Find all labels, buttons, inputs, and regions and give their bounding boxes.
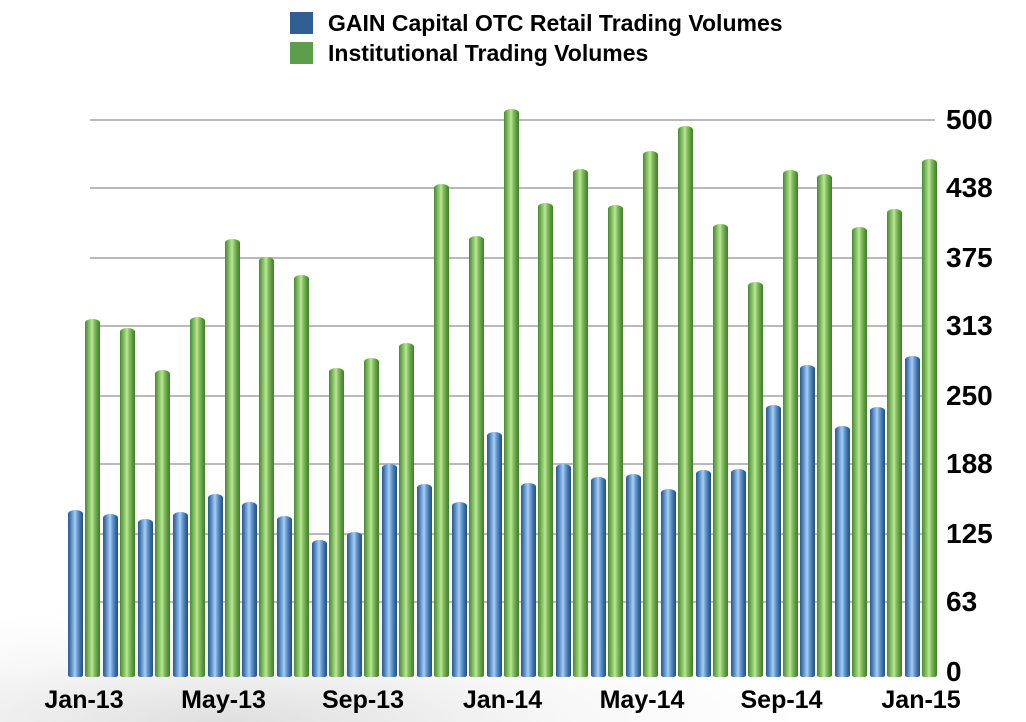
bar-retail-Dec-14 — [870, 407, 886, 677]
bar-institutional-Feb-14 — [538, 202, 554, 677]
bar-retail-Sep-13 — [347, 531, 362, 677]
chart-legend: GAIN Capital OTC Retail Trading Volumes … — [290, 8, 783, 68]
bar-institutional-May-14 — [643, 150, 658, 677]
legend-item-institutional: Institutional Trading Volumes — [290, 38, 783, 68]
bar-retail-Mar-14 — [556, 464, 572, 677]
bar-institutional-Jun-13 — [259, 256, 275, 677]
bar-institutional-Oct-13 — [398, 343, 414, 677]
bar-retail-Jul-14 — [695, 469, 711, 677]
bar-institutional-Mar-13 — [154, 369, 170, 677]
bar-institutional-Oct-14 — [817, 174, 833, 677]
bar-retail-Feb-14 — [521, 483, 537, 677]
bar-retail-Jan-14 — [486, 432, 502, 677]
x-axis-label-Jan-14: Jan-14 — [462, 686, 543, 714]
bar-institutional-Apr-14 — [608, 205, 624, 677]
bar-institutional-Mar-14 — [573, 168, 589, 677]
legend-label-retail: GAIN Capital OTC Retail Trading Volumes — [328, 9, 783, 36]
legend-swatch-institutional-icon — [290, 42, 313, 64]
x-axis-label-Jan-13: Jan-13 — [44, 686, 124, 714]
bar-retail-Mar-13 — [137, 518, 153, 677]
bar-institutional-Jan-14 — [503, 108, 519, 677]
bar-retail-Aug-13 — [312, 539, 328, 677]
y-axis-label-250: 250 — [946, 380, 993, 411]
bar-institutional-Jun-14 — [677, 125, 693, 677]
bar-retail-Dec-13 — [451, 501, 467, 677]
bar-institutional-May-13 — [224, 239, 240, 677]
bar-retail-Jan-13 — [68, 509, 83, 677]
bar-retail-May-13 — [207, 494, 223, 677]
bar-institutional-Nov-13 — [433, 184, 449, 677]
bar-retail-Jul-13 — [277, 516, 293, 677]
bar-retail-Jun-13 — [242, 501, 258, 677]
legend-label-institutional: Institutional Trading Volumes — [328, 39, 649, 66]
bar-retail-Aug-14 — [730, 468, 746, 677]
bar-retail-Nov-14 — [835, 425, 851, 677]
bar-retail-Feb-13 — [102, 514, 118, 677]
y-axis-label-188: 188 — [946, 448, 993, 480]
bar-retail-Oct-13 — [381, 464, 397, 677]
bar-institutional-Jan-15 — [922, 158, 937, 677]
y-axis-label-125: 125 — [946, 518, 993, 549]
bar-retail-Nov-13 — [416, 484, 432, 677]
bar-institutional-Dec-13 — [468, 235, 484, 677]
x-axis-label-Sep-14: Sep-14 — [740, 686, 823, 714]
bar-institutional-Jul-14 — [712, 223, 728, 677]
bar-institutional-Sep-14 — [782, 169, 798, 677]
bar-institutional-Apr-13 — [189, 316, 205, 677]
x-axis-label-Sep-13: Sep-13 — [322, 686, 404, 714]
x-axis-label-May-13: May-13 — [181, 686, 266, 714]
bar-institutional-Nov-14 — [852, 227, 868, 677]
y-axis-label-438: 438 — [946, 172, 993, 204]
bar-retail-Sep-14 — [765, 404, 781, 677]
x-axis-label-Jan-15: Jan-15 — [881, 686, 961, 714]
bar-institutional-Jul-13 — [294, 274, 310, 677]
y-axis-label-0: 0 — [946, 656, 962, 687]
bar-institutional-Aug-13 — [329, 368, 345, 677]
bar-retail-Apr-14 — [591, 476, 607, 677]
bar-retail-Oct-14 — [800, 365, 816, 677]
bar-institutional-Dec-14 — [887, 209, 903, 677]
bar-institutional-Jan-13 — [85, 318, 100, 677]
bar-retail-May-14 — [626, 474, 641, 677]
bar-retail-Jun-14 — [660, 488, 676, 677]
y-axis-label-63: 63 — [946, 586, 978, 618]
y-axis-label-500: 500 — [946, 104, 993, 135]
bar-institutional-Sep-13 — [364, 358, 379, 677]
legend-item-retail: GAIN Capital OTC Retail Trading Volumes — [290, 8, 783, 38]
legend-swatch-retail-icon — [290, 12, 313, 34]
y-axis-label-375: 375 — [946, 242, 993, 273]
bar-institutional-Feb-13 — [119, 327, 135, 677]
bar-institutional-Aug-14 — [747, 282, 763, 677]
bar-retail-Apr-13 — [172, 511, 188, 677]
bar-retail-Jan-15 — [905, 356, 920, 677]
y-axis-label-313: 313 — [946, 310, 993, 342]
x-axis-label-May-14: May-14 — [599, 686, 685, 714]
